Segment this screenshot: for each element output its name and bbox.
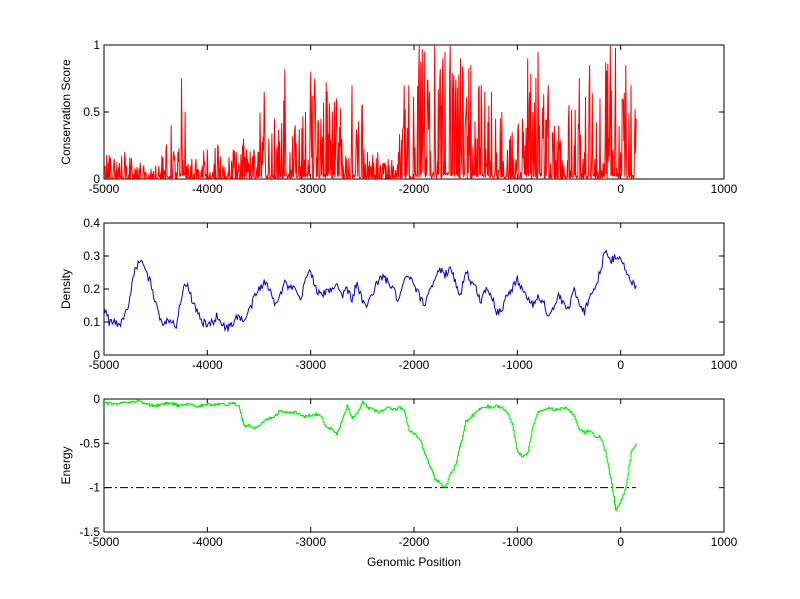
energy-x-tick-label: 0 (617, 535, 624, 549)
density-x-tick-label: 1000 (711, 358, 738, 372)
density-x-tick-label: 0 (617, 358, 624, 372)
conservation-x-tick-label: 1000 (711, 182, 738, 196)
energy-x-tick-label: -3000 (295, 535, 326, 549)
density-series-line (103, 249, 637, 332)
energy-panel: -5000 -4000 -3000 -2000 -1000 0 1000 -1.5 -1 -0.5… (59, 392, 738, 569)
energy-y-tick-label: -1 (89, 481, 100, 495)
conservation-x-tick-label: -4000 (192, 182, 223, 196)
conservation-x-tick-label: -3000 (295, 182, 326, 196)
density-y-tick-label: 0.1 (83, 315, 100, 329)
density-y-axis-label: Density (59, 269, 73, 309)
density-y-tick-label: 0.3 (83, 249, 100, 263)
energy-y-tick-label: -1.5 (79, 525, 100, 539)
x-axis-label: Genomic Position (367, 555, 461, 569)
conservation-y-tick-label: 0.5 (83, 105, 100, 119)
conservation-x-tick-label: -2000 (399, 182, 430, 196)
energy-y-tick-label: 0 (93, 392, 100, 406)
energy-y-tick-label: -0.5 (79, 436, 100, 450)
density-x-tick-label: -4000 (192, 358, 223, 372)
conservation-series-line (104, 44, 637, 181)
density-y-tick-label: 0.2 (83, 282, 100, 296)
density-x-tick-label: -2000 (399, 358, 430, 372)
conservation-y-tick-label: 0 (93, 172, 100, 186)
energy-axes-box (103, 398, 725, 533)
conservation-score-panel: -5000 -4000 -3000 -2000 -1000 0 1000 0 0.5 1 Conse… (59, 38, 738, 196)
energy-x-tick-label: -4000 (192, 535, 223, 549)
conservation-x-tick-label: 0 (617, 182, 624, 196)
density-axes-box (103, 222, 725, 356)
density-y-tick-label: 0 (93, 348, 100, 362)
energy-x-tick-label: 1000 (711, 535, 738, 549)
energy-series-line (104, 399, 637, 511)
density-x-tick-label: -3000 (295, 358, 326, 372)
energy-x-tick-label: -1000 (502, 535, 533, 549)
conservation-y-tick-label: 1 (93, 38, 100, 52)
density-panel: -5000 -4000 -3000 -2000 -1000 0 1000 0 0.1 0.2 0.3… (59, 216, 738, 372)
density-x-tick-label: -1000 (502, 358, 533, 372)
energy-y-axis-label: Energy (59, 446, 73, 484)
energy-x-tick-label: -2000 (399, 535, 430, 549)
energy-x-tick-label: -5000 (89, 535, 120, 549)
conservation-x-tick-label: -1000 (502, 182, 533, 196)
conservation-x-tick-label: -5000 (89, 182, 120, 196)
conservation-y-axis-label: Conservation Score (59, 59, 73, 165)
density-x-tick-label: -5000 (89, 358, 120, 372)
density-y-tick-label: 0.4 (83, 216, 100, 230)
